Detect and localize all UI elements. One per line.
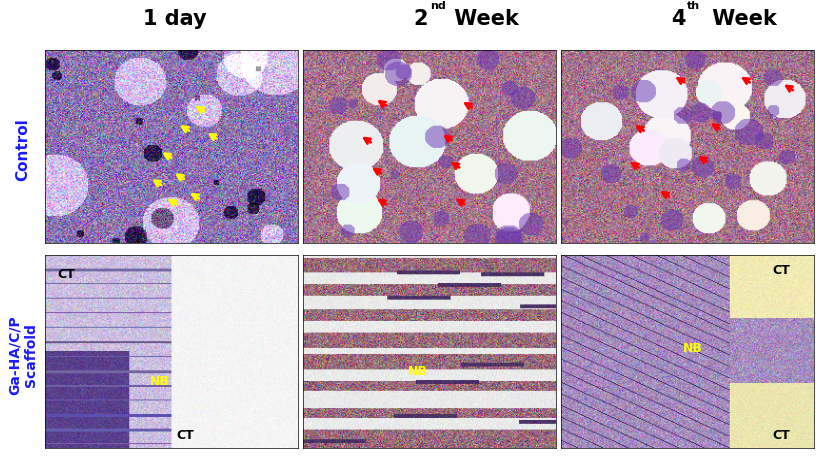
Text: 2: 2 [414, 9, 428, 28]
Text: CT: CT [57, 269, 75, 281]
Text: CT: CT [772, 429, 791, 442]
Text: th: th [687, 0, 700, 11]
Text: 1 day: 1 day [142, 9, 206, 28]
Text: NB: NB [150, 375, 170, 388]
Text: Control: Control [15, 118, 31, 181]
Text: Ga-HA/C/P
Scaffold: Ga-HA/C/P Scaffold [7, 315, 38, 395]
Text: CT: CT [772, 264, 791, 277]
Text: 4: 4 [672, 9, 686, 28]
Text: Week: Week [705, 9, 777, 28]
Text: nd: nd [430, 0, 446, 11]
Text: Week: Week [447, 9, 519, 28]
Text: CT: CT [176, 429, 194, 442]
Text: NB: NB [683, 342, 703, 355]
Text: NB: NB [408, 365, 428, 378]
